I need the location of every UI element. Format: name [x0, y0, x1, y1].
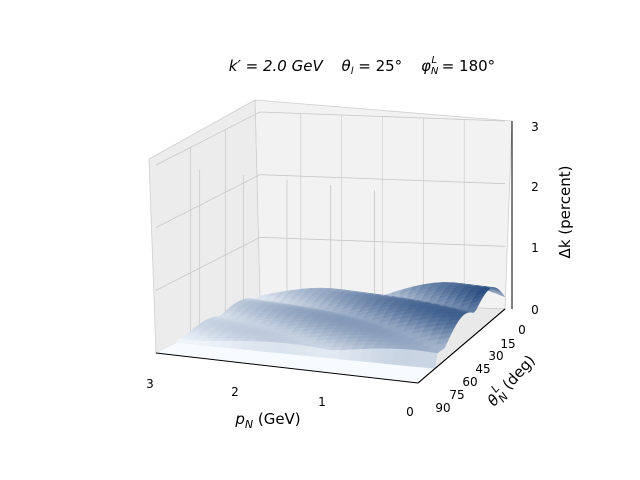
y-tick-label: 90 — [435, 401, 450, 415]
x-tick-label: 1 — [318, 395, 326, 409]
z-axis-label: Δk (percent) — [556, 166, 574, 259]
chart-title: k′ = 2.0 GeV θl = 25° φNL = 180° — [229, 55, 495, 77]
y-tick-label: 60 — [462, 375, 477, 389]
surface-patch — [423, 351, 438, 369]
y-tick-label: 75 — [449, 388, 464, 402]
axes — [155, 121, 513, 384]
z-tick-label: 1 — [531, 241, 539, 255]
back-pane — [254, 99, 513, 310]
title-k: k′ = 2.0 GeV — [229, 57, 325, 75]
title-theta-value: = 25° — [353, 57, 402, 75]
title-phi-sub: N — [431, 66, 439, 77]
y-tick-label: 0 — [518, 323, 526, 337]
z-tick-label: 2 — [531, 180, 539, 194]
y-tick-label: 15 — [500, 337, 515, 351]
surface-plot — [155, 282, 506, 384]
x-axis-label: pN (GeV) — [234, 410, 300, 431]
z-tick-label: 3 — [531, 120, 539, 134]
surface-patch — [491, 289, 506, 298]
x-tick-label: 2 — [231, 385, 239, 399]
title-theta: θ — [342, 57, 351, 75]
x-tick-label: 0 — [406, 405, 414, 419]
title-phi-sup: L — [431, 55, 437, 66]
title-theta-sub: l — [351, 66, 354, 77]
title-phi-value: = 180° — [437, 57, 495, 75]
z-tick-label: 0 — [531, 303, 539, 317]
y-tick-label: 30 — [488, 349, 503, 363]
y-axis-line — [417, 308, 506, 384]
title-phi: φ — [421, 57, 431, 75]
x-axis-line-front — [155, 352, 419, 384]
x-tick-label: 3 — [146, 377, 154, 391]
y-tick-label: 45 — [475, 362, 490, 376]
